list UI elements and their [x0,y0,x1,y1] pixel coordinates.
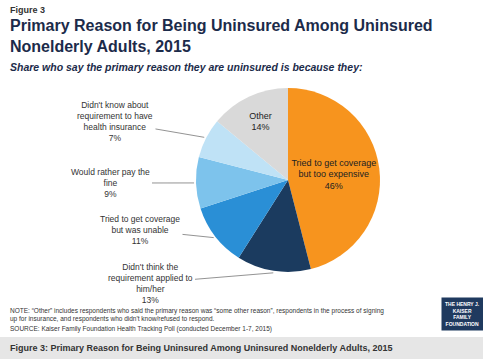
svg-text:Share who say the primary reas: Share who say the primary reason they ar… [10,61,362,73]
svg-text:Other14%: Other14% [249,111,272,133]
svg-text:Didn't know aboutrequirement t: Didn't know aboutrequirement to haveheal… [77,100,153,143]
svg-text:THE HENRY J.KAISERFAMILYFOUNDA: THE HENRY J.KAISERFAMILYFOUNDATION [445,301,480,327]
svg-text:Primary Reason for Being Unins: Primary Reason for Being Uninsured Among… [10,17,433,55]
svg-text:Figure 3: Figure 3 [10,5,45,15]
svg-text:Would rather pay thefine9%: Would rather pay thefine9% [71,167,150,199]
svg-text:NOTE: “Other” includes respond: NOTE: “Other” includes respondents who s… [10,307,384,323]
svg-text:Tried to get coveragebut was u: Tried to get coveragebut was unable11% [100,214,180,246]
svg-text:Figure 3: Primary Reason for B: Figure 3: Primary Reason for Being Unins… [10,343,392,353]
svg-text:Didn't think therequirement ap: Didn't think therequirement applied tohi… [108,262,193,305]
svg-text:SOURCE: Kaiser Family Foundati: SOURCE: Kaiser Family Foundation Health … [10,325,272,333]
svg-text:Tried to get coveragebut too e: Tried to get coveragebut too expensive46… [291,158,376,191]
